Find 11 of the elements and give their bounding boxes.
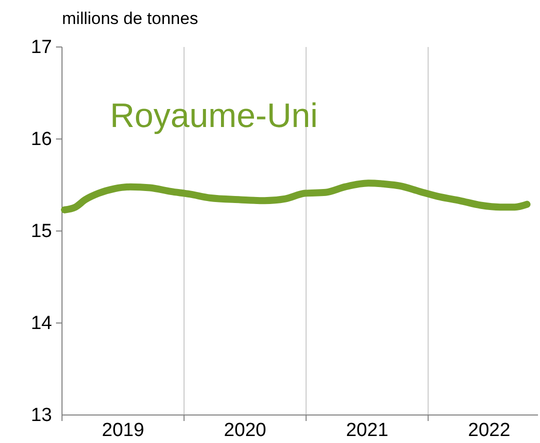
y-tick-label: 15 bbox=[30, 221, 52, 242]
y-tick-label: 14 bbox=[30, 313, 52, 334]
text: Royaume-Uni bbox=[110, 97, 318, 135]
x-tick-label: 2020 bbox=[224, 420, 266, 442]
y-tick-label: 17 bbox=[30, 37, 52, 58]
y-tick-label: 13 bbox=[30, 405, 52, 426]
x-tick-label: 2022 bbox=[468, 420, 510, 442]
x-tick-label: 2019 bbox=[102, 420, 144, 442]
y-tick-label: 16 bbox=[30, 129, 52, 150]
y-axis-title: millions de tonnes bbox=[62, 9, 198, 28]
x-tick-label: 2021 bbox=[346, 420, 388, 442]
